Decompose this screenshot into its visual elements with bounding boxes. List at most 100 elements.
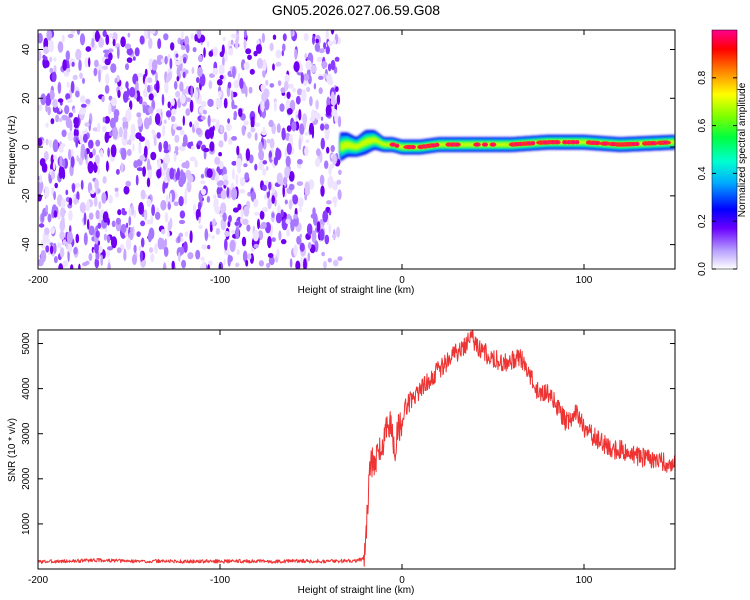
noise-blob (293, 244, 298, 257)
noise-blob (207, 114, 211, 127)
noise-blob (296, 235, 302, 245)
noise-blob (181, 31, 184, 40)
noise-blob (285, 155, 291, 168)
noise-blob (244, 172, 250, 181)
noise-blob (169, 167, 175, 180)
noise-blob (254, 211, 260, 216)
noise-blob (179, 55, 183, 64)
noise-blob (59, 247, 65, 258)
noise-blob (161, 168, 167, 177)
noise-blob (222, 55, 225, 67)
noise-blob (152, 59, 158, 71)
noise-blob (203, 147, 210, 153)
noise-blob (146, 198, 152, 207)
noise-blob (331, 234, 337, 239)
signal-hotspot-core (631, 143, 635, 146)
noise-blob (177, 235, 181, 243)
noise-blob (268, 181, 272, 191)
noise-blob (76, 30, 81, 35)
noise-blob (329, 163, 335, 169)
noise-blob (245, 259, 249, 267)
noise-blob (185, 43, 190, 54)
noise-blob (300, 72, 304, 84)
noise-blob (285, 218, 291, 225)
noise-blob (125, 81, 129, 89)
noise-blob (69, 120, 73, 132)
noise-blob (231, 160, 237, 166)
noise-blob (243, 39, 247, 50)
signal-hotspot-core (543, 141, 547, 144)
noise-blob (88, 151, 94, 159)
noise-blob (232, 207, 239, 213)
noise-blob (179, 210, 186, 219)
signal-band (340, 130, 675, 162)
noise-blob (71, 183, 76, 193)
noise-blob (189, 99, 194, 113)
noise-blob (169, 217, 173, 230)
noise-blob (39, 173, 42, 184)
noise-blob (88, 119, 91, 132)
noise-blob (164, 211, 169, 223)
noise-blob (158, 141, 162, 153)
noise-blob (104, 116, 110, 124)
noise-blob (219, 74, 224, 80)
spectrogram-x-tick-label: 0 (399, 275, 405, 286)
noise-blob (62, 59, 67, 71)
noise-blob (113, 109, 120, 118)
noise-blob (332, 196, 338, 204)
noise-blob (222, 212, 227, 222)
spectrogram-x-tick-label: 100 (576, 275, 593, 286)
noise-blob (102, 30, 107, 37)
noise-blob (108, 194, 113, 204)
noise-blob (243, 205, 250, 217)
noise-blob (131, 205, 135, 216)
noise-blob (335, 86, 339, 92)
noise-blob (83, 133, 88, 143)
noise-blob (157, 38, 162, 50)
snr-series-line (38, 330, 675, 567)
noise-blob (253, 198, 259, 208)
noise-blob (115, 217, 121, 225)
noise-blob (75, 90, 80, 98)
noise-blob (174, 134, 180, 143)
noise-blob (201, 244, 208, 250)
noise-blob (261, 101, 265, 113)
noise-blob (124, 43, 132, 50)
noise-blob (161, 93, 165, 106)
noise-blob (195, 127, 202, 135)
noise-blob (220, 124, 224, 134)
noise-blob (239, 177, 246, 187)
noise-blob (231, 99, 235, 110)
noise-blob (228, 215, 232, 223)
noise-blob (79, 107, 86, 115)
noise-blob (207, 233, 211, 238)
noise-blob (52, 139, 59, 153)
noise-blob (326, 146, 330, 154)
noise-blob (321, 251, 325, 257)
noise-blob (198, 54, 203, 63)
noise-blob (318, 87, 323, 95)
noise-blob (142, 166, 147, 177)
noise-blob (164, 155, 170, 164)
noise-blob (84, 149, 87, 161)
noise-blob (327, 40, 334, 47)
noise-blob (140, 237, 145, 248)
noise-blob (163, 140, 169, 151)
colorbar-tick-label: 0.4 (697, 166, 708, 180)
noise-blob (248, 86, 253, 94)
noise-blob (271, 186, 276, 194)
noise-blob (269, 83, 275, 88)
noise-blob (68, 210, 73, 221)
noise-blob (88, 253, 93, 262)
noise-blob (243, 30, 247, 39)
noise-blob (254, 132, 258, 141)
noise-blob (101, 192, 107, 204)
colorbar-gradient (711, 29, 738, 270)
noise-blob (179, 129, 185, 136)
colorbar-tick-label: 0.6 (697, 118, 708, 132)
noise-blob (147, 231, 152, 243)
noise-blob (155, 207, 160, 213)
noise-blob (96, 64, 103, 75)
noise-blob (230, 229, 237, 234)
noise-blob (116, 46, 120, 59)
